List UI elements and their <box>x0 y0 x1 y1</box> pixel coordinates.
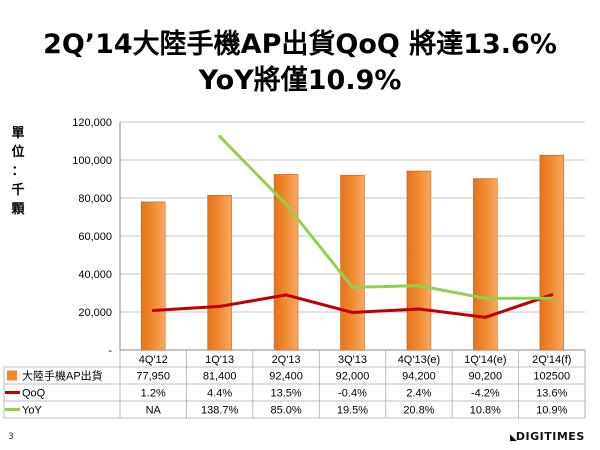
table-cell-value: 138.7% <box>201 405 239 417</box>
legend-ap-label: 大陸手機AP出貨 <box>22 369 103 383</box>
table-cell-value: -4.2% <box>471 388 500 400</box>
table-cell-value: 13.6% <box>536 388 567 400</box>
y-tick-label: 120,000 <box>72 117 112 129</box>
table-cell-value: 102500 <box>533 371 570 383</box>
line-yoy-point <box>351 285 354 289</box>
bar-ap-shipment <box>273 174 299 351</box>
table-cell-value: 10.8% <box>470 405 501 417</box>
bar-ap-shipment <box>340 174 365 351</box>
y-unit-char: ： <box>11 164 25 179</box>
y-tick-label: 60,000 <box>78 231 112 243</box>
logo-mark-icon: ◣ <box>510 433 517 443</box>
table-cell-value: 10.9% <box>536 405 567 417</box>
y-tick-label: 80,000 <box>78 193 112 205</box>
y-tick-label: - <box>108 345 112 357</box>
line-yoy <box>218 135 552 300</box>
bar-ap-shipment <box>473 178 498 351</box>
chart-title-line1: 2Q’14大陸手機AP出貨QoQ 將達13.6% <box>43 29 557 60</box>
digitimes-logo: ◣DIGITIMES <box>510 430 585 443</box>
y-unit-char: 顆 <box>11 202 25 217</box>
table-cell-value: 90,200 <box>469 371 503 383</box>
y-axis-unit-label: 單 位 ： 千 顆 <box>8 124 28 219</box>
line-yoy-point <box>284 202 288 206</box>
bar-ap-shipment <box>539 154 565 351</box>
line-qoq-point <box>218 304 222 308</box>
table-cell-value: 92,000 <box>336 371 370 383</box>
line-qoq-point <box>284 293 288 297</box>
logo-text: DIGITIMES <box>515 430 585 443</box>
bar-ap-shipment <box>140 201 166 351</box>
line-yoy-point <box>550 296 554 300</box>
y-unit-char: 單 <box>11 126 25 141</box>
bar-ap-shipment <box>406 170 432 351</box>
x-tick-label: 1Q'14(e) <box>464 354 506 366</box>
x-tick-label: 4Q'12 <box>139 354 168 366</box>
legend-ap-swatch <box>7 370 17 381</box>
table-cell-value: 81,400 <box>203 371 237 383</box>
line-qoq-point <box>151 308 155 312</box>
line-yoy-point <box>483 296 487 300</box>
chart-title-line2: YoY將僅10.9% <box>198 65 402 96</box>
line-qoq-point <box>483 315 487 319</box>
line-qoq-point <box>351 311 354 315</box>
x-tick-label: 4Q'13(e) <box>398 354 440 366</box>
line-qoq-point <box>417 307 421 311</box>
x-tick-label: 1Q'13 <box>205 354 234 366</box>
table-cell-value: 2.4% <box>406 388 431 400</box>
y-unit-char: 位 <box>11 145 25 160</box>
table-cell-value: 94,200 <box>402 371 436 383</box>
table-cell-value: 85.0% <box>270 405 301 417</box>
x-tick-label: 2Q'14(f) <box>532 354 571 366</box>
bar-ap-shipment <box>207 195 232 351</box>
table-cell-value: 19.5% <box>337 405 368 417</box>
y-tick-label: 20,000 <box>78 307 112 319</box>
legend-qoq-label: QoQ <box>22 388 46 400</box>
table-cell-value: 92,400 <box>269 371 303 383</box>
page-number: 3 <box>8 432 14 442</box>
line-yoy-point <box>417 284 421 288</box>
x-tick-label: 3Q'13 <box>338 354 367 366</box>
y-tick-label: 100,000 <box>72 155 112 167</box>
table-cell-value: 4.4% <box>207 388 232 400</box>
legend-yoy-label: YoY <box>22 405 42 417</box>
y-unit-char: 千 <box>11 183 25 198</box>
table-cell-value: 77,950 <box>136 371 170 383</box>
table-cell-value: 1.2% <box>141 388 166 400</box>
y-tick-label: 40,000 <box>78 269 112 281</box>
table-cell-value: -0.4% <box>338 388 367 400</box>
table-cell-value: 20.8% <box>403 405 434 417</box>
line-qoq-point <box>550 293 554 297</box>
table-cell-value: 13.5% <box>270 388 301 400</box>
line-yoy-point <box>218 134 222 138</box>
table-cell-value: NA <box>146 405 162 417</box>
x-tick-label: 2Q'13 <box>272 354 301 366</box>
